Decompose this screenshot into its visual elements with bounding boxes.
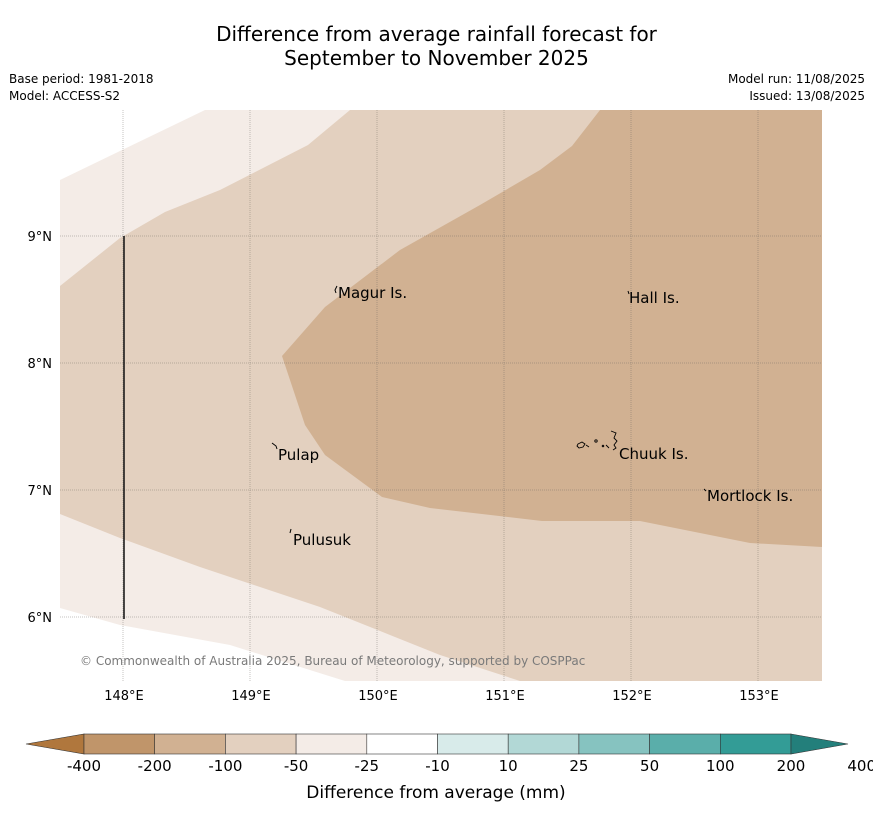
colorbar-segment [83,733,155,755]
lat-tick: 7°N [28,484,53,499]
colorbar-tick-label: -25 [355,757,380,775]
meta-right: Model run: 11/08/2025 Issued: 13/08/2025 [728,71,865,105]
colorbar-segment [366,733,438,755]
lon-tick: 148°E [104,689,144,704]
lon-tick: 152°E [612,689,652,704]
colorbar-segment [154,733,226,755]
colorbar-tick-label: 50 [640,757,659,775]
model-run: Model run: 11/08/2025 [727,72,865,86]
band-minus-100 [282,110,822,547]
colorbar-segment [649,733,721,755]
grid-lines [60,110,822,681]
lat-tick: 9°N [28,230,53,245]
lon-ticks: 148°E 149°E 150°E 151°E 152°E 153°E [104,689,779,704]
model-name: Model: ACCESS-S2 [9,89,121,103]
lon-tick: 153°E [739,689,779,704]
lat-ticks: 9°N 8°N 7°N 6°N [28,230,53,626]
issued-date: Issued: 13/08/2025 [749,89,865,103]
label-magur: Magur Is. [338,284,407,302]
colorbar-tick-label: -50 [284,757,309,775]
colorbar-tick-label: -200 [138,757,172,775]
base-period: Base period: 1981-2018 [9,72,154,86]
colorbar-segment [225,733,297,755]
lat-tick: 8°N [28,357,53,372]
colorbar-tick-label: 10 [499,757,518,775]
colorbar-tick-label: 100 [706,757,735,775]
colorbar-extend-right [790,733,849,755]
title-line-1: Difference from average rainfall forecas… [216,22,657,46]
colorbar-tick-label: 200 [777,757,806,775]
label-pulusuk: Pulusuk [293,531,351,549]
colorbar-label: Difference from average (mm) [306,783,565,803]
lat-tick: 6°N [28,611,53,626]
hall-island-icon [627,290,630,295]
colorbar-segment [437,733,509,755]
place-labels: Magur Is. Hall Is. Pulap Chuuk Is. Mortl… [278,284,793,549]
copyright-text: © Commonwealth of Australia 2025, Bureau… [80,654,585,668]
label-hall: Hall Is. [629,289,680,307]
label-pulap: Pulap [278,446,319,464]
lon-tick: 151°E [485,689,525,704]
map-title: Difference from average rainfall forecas… [0,22,873,70]
colorbar-segment [295,733,368,755]
map-area: Magur Is. Hall Is. Pulap Chuuk Is. Mortl… [60,110,822,681]
colorbar-segment [507,733,580,755]
colorbar-segment [719,733,792,755]
no-data-region-bottom [60,608,345,681]
colorbar-tick-label: -100 [208,757,242,775]
no-data-region [60,110,205,180]
label-chuuk: Chuuk Is. [619,445,688,463]
pulap-island-icon [271,442,278,450]
colorbar-tick-label: -400 [67,757,101,775]
magur-island-icon [334,285,338,294]
meta-left: Base period: 1981-2018 Model: ACCESS-S2 [9,71,154,105]
colorbar-tick-label: 400 [847,757,873,775]
colorbar-segment [578,733,650,755]
colorbar-tick-label: 25 [569,757,588,775]
mortlock-island-icon [703,488,707,492]
colorbar: -400 -200 -100 -50 -25 -10 10 25 50 100 200 400 [25,733,873,775]
lon-tick: 149°E [231,689,271,704]
colorbar-tick-label: -10 [425,757,450,775]
colorbar-extend-left [25,733,85,755]
chuuk-island-icon [576,430,618,451]
title-line-2: September to November 2025 [284,46,589,70]
label-mortlock: Mortlock Is. [707,487,793,505]
lon-tick: 150°E [358,689,398,704]
pulusuk-island-icon [289,528,292,534]
